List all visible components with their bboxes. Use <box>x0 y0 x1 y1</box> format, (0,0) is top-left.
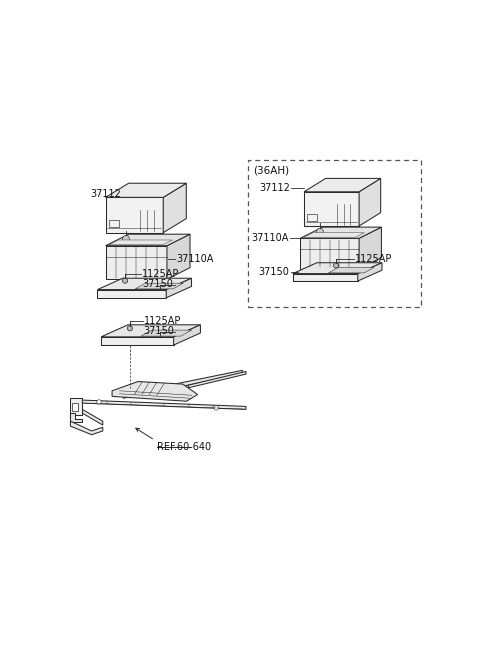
Polygon shape <box>300 227 382 238</box>
Polygon shape <box>83 400 246 409</box>
Polygon shape <box>101 325 201 337</box>
Text: 37150: 37150 <box>258 267 289 277</box>
Polygon shape <box>293 263 382 274</box>
Polygon shape <box>71 398 83 415</box>
Polygon shape <box>106 183 186 197</box>
Circle shape <box>214 405 218 410</box>
Polygon shape <box>328 268 374 273</box>
Circle shape <box>97 400 101 404</box>
Polygon shape <box>188 371 246 388</box>
Text: 37110A: 37110A <box>176 254 214 264</box>
Polygon shape <box>174 325 201 345</box>
Polygon shape <box>71 413 83 422</box>
Polygon shape <box>101 337 174 345</box>
Polygon shape <box>106 246 167 279</box>
Text: 1125AP: 1125AP <box>142 268 179 279</box>
Text: 37150: 37150 <box>144 326 175 337</box>
Polygon shape <box>304 178 381 192</box>
Polygon shape <box>106 234 190 246</box>
Circle shape <box>127 325 132 331</box>
Circle shape <box>317 228 324 235</box>
Text: 37150: 37150 <box>142 279 173 289</box>
Circle shape <box>123 236 129 242</box>
Polygon shape <box>300 238 359 269</box>
Text: 1125AP: 1125AP <box>355 254 392 264</box>
Polygon shape <box>163 183 186 233</box>
Polygon shape <box>166 278 192 298</box>
Polygon shape <box>141 330 192 336</box>
Polygon shape <box>106 197 163 233</box>
Polygon shape <box>167 234 190 279</box>
Text: 37112: 37112 <box>91 189 121 199</box>
Polygon shape <box>71 421 103 435</box>
Polygon shape <box>97 289 166 298</box>
Polygon shape <box>359 227 382 269</box>
Text: 37112: 37112 <box>260 183 290 193</box>
Text: REF.60-640: REF.60-640 <box>156 441 211 452</box>
Polygon shape <box>304 233 364 237</box>
Polygon shape <box>358 263 382 281</box>
Polygon shape <box>109 240 172 245</box>
Polygon shape <box>71 400 103 425</box>
Text: (36AH): (36AH) <box>253 166 289 176</box>
Text: 1125AP: 1125AP <box>144 316 181 326</box>
Polygon shape <box>97 278 192 289</box>
Bar <box>248 160 421 307</box>
Polygon shape <box>135 283 183 289</box>
Text: 37110A: 37110A <box>252 232 289 243</box>
Circle shape <box>122 278 128 283</box>
Polygon shape <box>123 371 242 398</box>
Polygon shape <box>112 382 198 401</box>
Polygon shape <box>359 178 381 226</box>
Polygon shape <box>293 274 358 281</box>
Circle shape <box>334 263 338 268</box>
Bar <box>72 403 78 411</box>
Polygon shape <box>304 192 359 226</box>
